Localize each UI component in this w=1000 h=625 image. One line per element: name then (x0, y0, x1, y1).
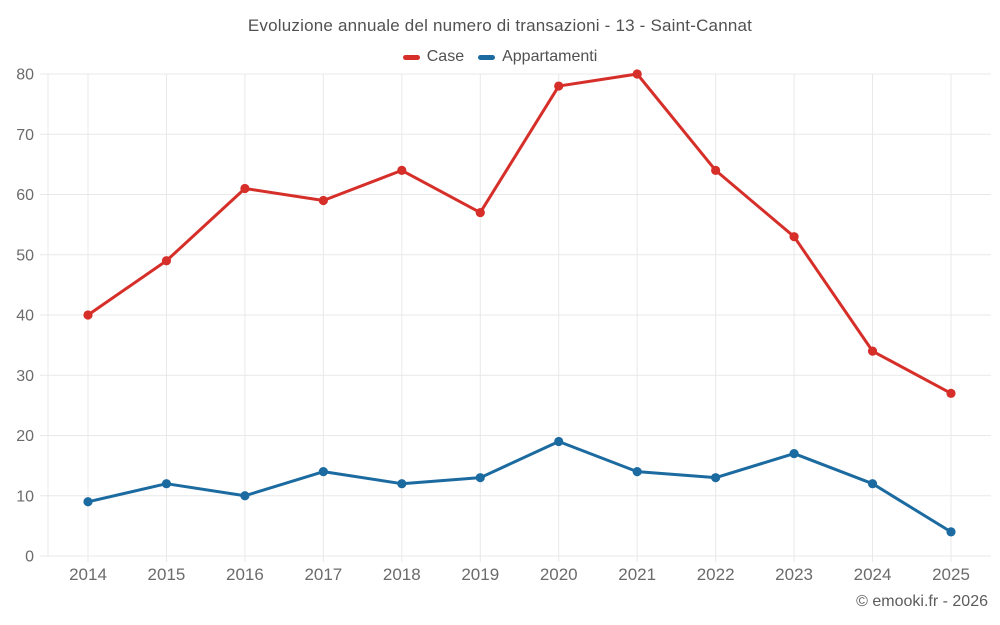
chart-title: Evoluzione annuale del numero di transaz… (247, 16, 753, 35)
data-point-case[interactable] (83, 310, 93, 320)
data-point-appartamenti[interactable] (867, 479, 878, 489)
data-point-appartamenti[interactable] (397, 479, 407, 489)
y-axis-tick-label: 0 (25, 549, 34, 566)
y-axis-tick-label: 80 (16, 67, 34, 84)
x-axis-tick-label: 2020 (540, 565, 578, 584)
legend-item-appartamenti[interactable]: Appartamenti (478, 48, 597, 66)
series-line-appartamenti (86, 440, 953, 534)
data-point-case[interactable] (632, 69, 642, 79)
data-point-case[interactable] (554, 81, 564, 91)
data-point-case[interactable] (161, 256, 172, 266)
data-point-case[interactable] (475, 207, 485, 218)
data-point-case[interactable] (946, 388, 956, 398)
legend-label: Case (426, 48, 465, 65)
data-point-appartamenti[interactable] (240, 491, 250, 501)
x-axis-tick-label: 2022 (697, 565, 735, 584)
legend-swatch-icon (402, 54, 420, 60)
y-axis-tick-label: 20 (16, 428, 34, 445)
x-axis-tick-label: 2019 (461, 565, 499, 584)
data-point-appartamenti[interactable] (632, 467, 642, 477)
x-axis-tick-label: 2023 (775, 565, 813, 584)
x-axis-tick-label: 2021 (618, 565, 656, 584)
x-axis-tick-label: 2016 (226, 565, 264, 584)
data-point-case[interactable] (397, 165, 407, 175)
data-point-case[interactable] (789, 232, 799, 242)
x-axis-tick-label: 2025 (932, 565, 970, 584)
legend: Case Appartamenti (0, 46, 1000, 68)
data-point-case[interactable] (240, 183, 250, 194)
data-point-case[interactable] (318, 195, 328, 206)
y-axis-tick-label: 40 (16, 308, 34, 325)
x-axis-tick-label: 2015 (148, 565, 186, 584)
x-axis-tick-label: 2014 (69, 565, 107, 584)
legend-swatch-icon (478, 54, 496, 60)
data-point-appartamenti[interactable] (318, 467, 328, 477)
data-point-appartamenti[interactable] (789, 448, 799, 459)
y-axis-tick-label: 30 (16, 368, 34, 385)
data-point-appartamenti[interactable] (83, 497, 93, 507)
data-point-appartamenti[interactable] (946, 527, 956, 537)
data-point-case[interactable] (711, 165, 721, 175)
x-axis-tick-label: 2018 (383, 565, 421, 584)
legend-label: Appartamenti (502, 48, 598, 65)
data-point-appartamenti[interactable] (711, 473, 721, 483)
data-point-appartamenti[interactable] (554, 436, 564, 447)
series-line-case (86, 72, 953, 395)
copyright-credit: © emooki.fr - 2026 (856, 593, 988, 610)
y-axis-tick-label: 10 (16, 488, 34, 505)
y-axis-tick-label: 70 (16, 127, 34, 144)
x-axis-tick-label: 2017 (304, 565, 342, 584)
y-axis-tick-label: 60 (16, 187, 34, 204)
data-point-case[interactable] (867, 346, 878, 356)
data-point-appartamenti[interactable] (161, 479, 172, 489)
x-axis-tick-label: 2024 (854, 565, 892, 584)
data-point-appartamenti[interactable] (475, 473, 485, 483)
y-axis-tick-label: 50 (16, 247, 34, 264)
legend-item-case[interactable]: Case (402, 48, 465, 66)
